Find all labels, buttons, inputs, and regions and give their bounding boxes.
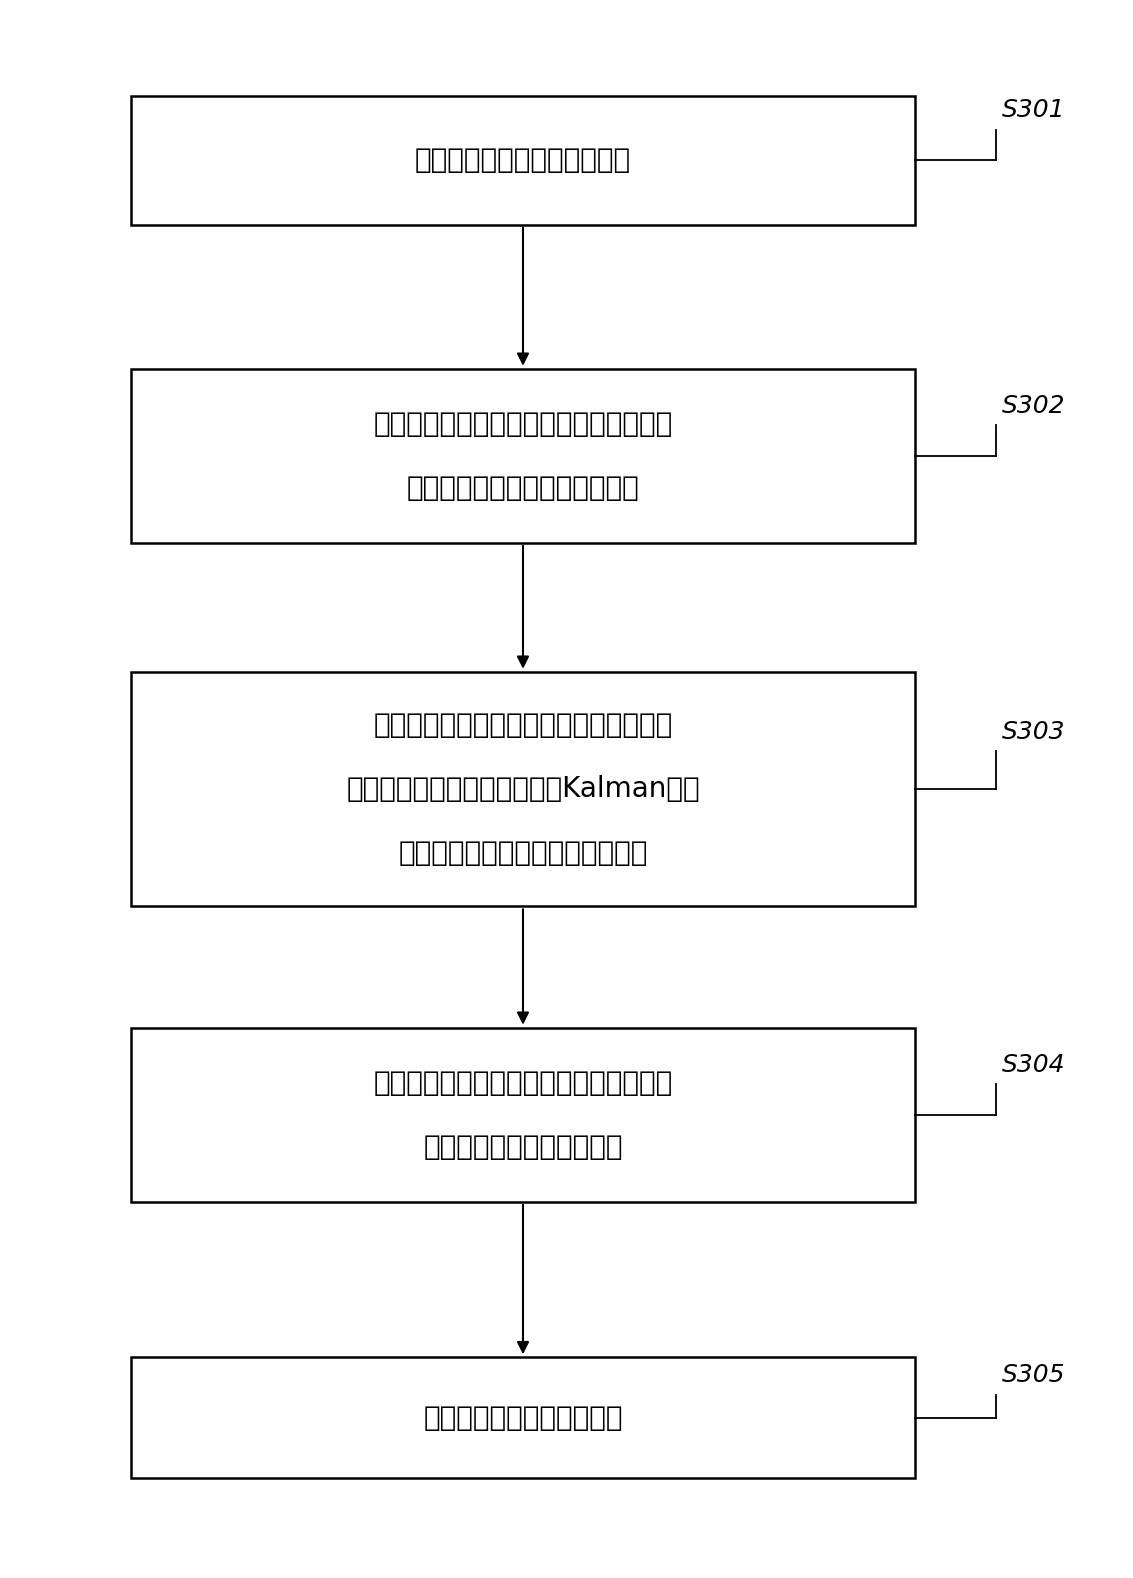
Bar	[131, 96, 914, 224]
Text: 设置所述双差宽巧观测值函数模型中的待: 设置所述双差宽巧观测值函数模型中的待	[374, 410, 673, 439]
Text: S303: S303	[1002, 720, 1065, 743]
Bar	[131, 1357, 914, 1479]
Text: 检验所述宽巧模糊度固定解: 检验所述宽巧模糊度固定解	[424, 1404, 623, 1431]
Text: 估参数，并建立闭合环条件方程: 估参数，并建立闭合环条件方程	[407, 473, 639, 502]
Text: S305: S305	[1002, 1363, 1065, 1387]
Text: 利用模糊度搜索技术，获取所述参数浮点: 利用模糊度搜索技术，获取所述参数浮点	[374, 1068, 673, 1097]
Bar	[131, 369, 914, 543]
Text: 算法解算出宽巧模糊度参数浮点解: 算法解算出宽巧模糊度参数浮点解	[399, 838, 648, 866]
Text: 建立双差宽巧观测值函数模型: 建立双差宽巧观测值函数模型	[415, 147, 631, 174]
Text: S304: S304	[1002, 1053, 1065, 1076]
Bar	[131, 672, 914, 906]
Text: 参数和闭合环条件方程，采用Kalman滤波: 参数和闭合环条件方程，采用Kalman滤波	[347, 775, 700, 803]
Text: 解对应的宽巧模糊度固定解: 解对应的宽巧模糊度固定解	[424, 1133, 623, 1160]
Text: S302: S302	[1002, 394, 1065, 418]
Bar	[131, 1027, 914, 1202]
Text: S301: S301	[1002, 98, 1065, 123]
Text: 根据所述双差宽巧观测值函数模型、待估: 根据所述双差宽巧观测值函数模型、待估	[374, 712, 673, 740]
